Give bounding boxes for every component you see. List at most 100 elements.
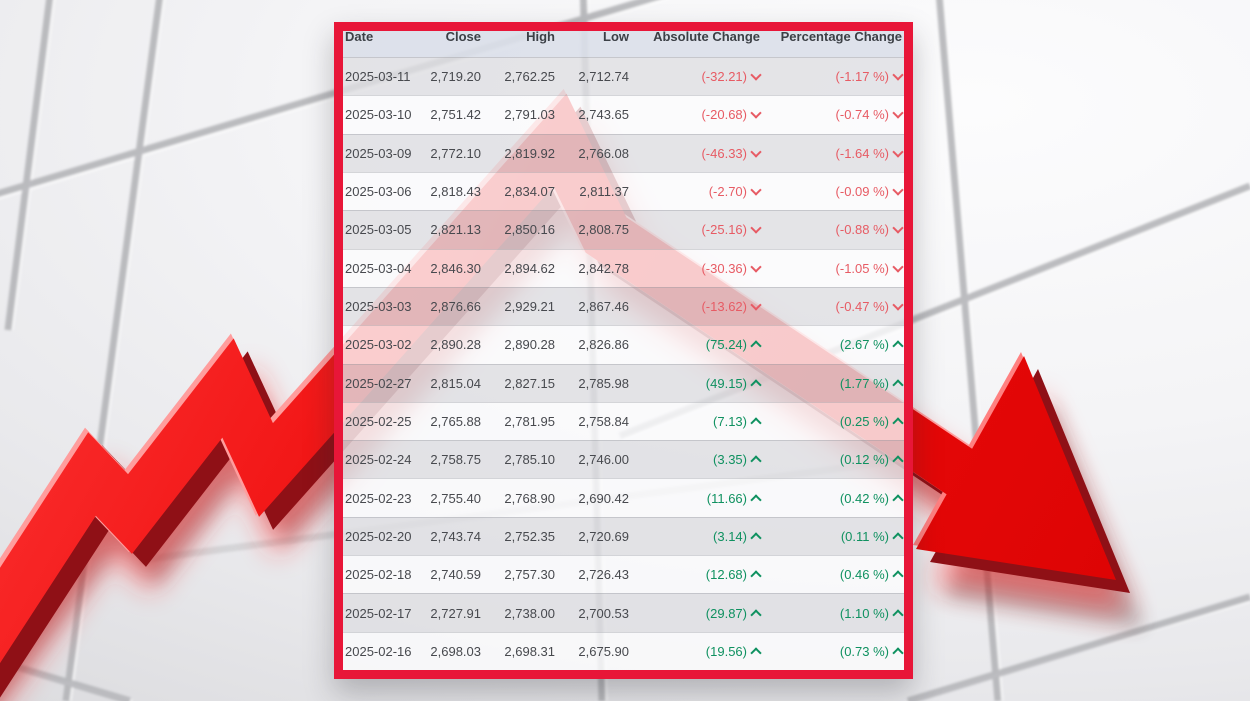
percentage-change-cell: (2.67 %) [760,337,904,352]
date-cell: 2025-02-16 [345,643,412,659]
close-cell: 2,758.75 [430,452,481,468]
direction-caret-icon [892,417,904,429]
percentage-change-cell: (-0.74 %) [760,107,904,122]
low-cell: 2,700.53 [578,605,629,621]
date-cell: 2025-02-17 [345,605,412,621]
high-cell: 2,738.00 [504,605,555,621]
absolute-change-cell: (49.15) [629,376,762,391]
absolute-change-cell: (-25.16) [629,222,762,237]
high-cell: 2,698.31 [504,643,555,659]
percentage-change-cell: (0.46 %) [760,567,904,582]
direction-caret-icon [892,69,904,81]
high-cell: 2,819.92 [504,145,555,161]
direction-caret-icon [892,146,904,158]
date-cell: 2025-02-24 [345,452,412,468]
absolute-change-value: (-13.62) [701,299,747,315]
date-cell: 2025-03-11 [345,69,411,85]
absolute-change-cell: (19.56) [629,644,762,659]
close-cell: 2,876.66 [430,299,481,315]
column-header-high: High [526,31,555,44]
direction-caret-icon [892,184,904,196]
percentage-change-cell: (0.25 %) [760,414,904,429]
high-cell: 2,827.15 [504,375,555,391]
table-row: 2025-02-24 2,758.75 2,785.10 2,746.00 (3… [343,440,904,479]
date-cell: 2025-03-04 [345,260,412,276]
percentage-change-cell: (-1.17 %) [760,69,904,84]
high-cell: 2,894.62 [504,260,555,276]
table-row: 2025-02-27 2,815.04 2,827.15 2,785.98 (4… [343,363,904,402]
low-cell: 2,746.00 [578,452,629,468]
date-cell: 2025-02-20 [345,528,412,544]
absolute-change-value: (-20.68) [701,107,747,123]
high-cell: 2,929.21 [504,299,555,315]
absolute-change-cell: (-2.70) [629,184,762,200]
date-cell: 2025-02-23 [345,490,412,506]
table-row: 2025-02-23 2,755.40 2,768.90 2,690.42 (1… [343,478,904,517]
percentage-change-cell: (-0.88 %) [760,222,904,237]
date-cell: 2025-03-06 [345,184,412,200]
percentage-change-cell: (0.11 %) [760,529,904,544]
table-row: 2025-03-05 2,821.13 2,850.16 2,808.75 (-… [343,210,904,249]
percentage-change-value: (0.73 %) [839,643,889,659]
high-cell: 2,757.30 [504,567,555,583]
high-cell: 2,768.90 [504,490,555,506]
date-cell: 2025-02-25 [345,413,412,429]
close-cell: 2,698.03 [430,643,481,659]
low-cell: 2,811.37 [579,184,629,200]
absolute-change-value: (3.14) [713,528,747,544]
absolute-change-value: (-2.70) [708,184,747,200]
absolute-change-cell: (-30.36) [629,261,762,276]
absolute-change-value: (-32.21) [701,69,747,85]
low-cell: 2,743.65 [578,107,629,123]
close-cell: 2,727.91 [430,605,481,621]
table-row: 2025-03-10 2,751.42 2,791.03 2,743.65 (-… [343,95,904,134]
percentage-change-value: (0.12 %) [839,452,889,468]
date-cell: 2025-03-02 [345,337,412,353]
column-header-absolute-change: Absolute Change [653,31,760,44]
close-cell: 2,743.74 [430,528,481,544]
close-cell: 2,719.20 [430,69,481,85]
low-cell: 2,867.46 [578,299,629,315]
direction-caret-icon [892,299,904,311]
percentage-change-cell: (1.10 %) [760,606,904,621]
close-cell: 2,815.04 [430,375,481,391]
column-header-close: Close [445,31,481,44]
absolute-change-cell: (11.66) [629,490,762,506]
high-cell: 2,785.10 [504,452,555,468]
close-cell: 2,755.40 [430,490,481,506]
table-row: 2025-03-11 2,719.20 2,762.25 2,712.74 (-… [343,57,904,96]
absolute-change-value: (7.13) [713,413,747,429]
percentage-change-value: (-0.88 %) [835,222,889,238]
direction-caret-icon [892,608,904,621]
low-cell: 2,826.86 [578,337,629,353]
column-header-date: Date [345,31,374,44]
low-cell: 2,690.42 [578,490,629,506]
percentage-change-value: (1.10 %) [839,605,889,621]
low-cell: 2,720.69 [578,528,629,544]
percentage-change-cell: (0.73 %) [760,644,904,659]
percentage-change-value: (2.67 %) [839,337,889,353]
close-cell: 2,765.88 [430,413,481,429]
absolute-change-value: (3.35) [713,452,747,468]
percentage-change-value: (-1.64 %) [835,145,889,161]
close-cell: 2,846.30 [430,260,481,276]
close-cell: 2,772.10 [430,145,481,161]
low-cell: 2,675.90 [578,643,629,659]
high-cell: 2,762.25 [504,69,555,85]
absolute-change-cell: (-20.68) [629,107,762,123]
direction-caret-icon [892,261,904,273]
direction-caret-icon [892,532,904,544]
absolute-change-cell: (-13.62) [629,299,762,315]
direction-caret-icon [892,222,904,235]
table-row: 2025-02-17 2,727.91 2,738.00 2,700.53 (2… [343,593,904,632]
absolute-change-value: (11.66) [706,490,747,506]
percentage-change-value: (0.46 %) [839,567,889,583]
percentage-change-value: (1.77 %) [839,375,889,391]
table-header-row: Date Close High Low Absolute Change Perc… [343,31,904,57]
date-cell: 2025-02-18 [345,567,412,583]
table-row: 2025-03-06 2,818.43 2,834.07 2,811.37 (-… [343,171,904,211]
table-row: 2025-03-02 2,890.28 2,890.28 2,826.86 (7… [343,325,904,364]
date-cell: 2025-03-03 [345,299,412,315]
percentage-change-cell: (0.42 %) [760,491,904,506]
high-cell: 2,890.28 [504,337,555,353]
